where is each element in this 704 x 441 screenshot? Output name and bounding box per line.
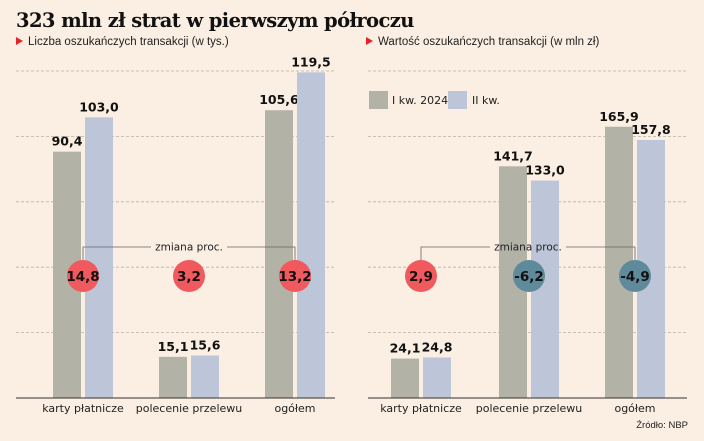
change-value: -4,9 [620, 269, 650, 285]
right-chart-subtitle: Wartość oszukańczych transakcji (w mln z… [366, 36, 599, 48]
legend-swatch-q1 [369, 91, 388, 109]
change-label: zmiana proc. [494, 242, 562, 254]
page-title: 323 mln zł strat w pierwszym półroczu [16, 9, 414, 32]
bar-q2 [297, 72, 325, 399]
change-value: 3,2 [177, 269, 201, 285]
change-circle-positive [173, 260, 205, 292]
category-label: ogółem [614, 402, 655, 415]
bar-value-label: 119,5 [291, 54, 331, 69]
change-label: zmiana proc. [155, 242, 223, 254]
category-label: karty płatnicze [42, 402, 124, 415]
bar-value-label: 103,0 [79, 99, 119, 114]
change-value: 13,2 [278, 269, 311, 285]
source-note: Źródło: NBP [636, 420, 688, 431]
right-chart-title: Wartość oszukańczych transakcji (w mln z… [378, 36, 600, 48]
bar-value-label: 24,8 [422, 339, 453, 354]
bar-value-label: 133,0 [525, 163, 565, 178]
legend-label-q2: II kw. [472, 94, 500, 107]
change-value: 14,8 [66, 269, 99, 285]
change-circle-positive [279, 260, 311, 292]
bar-q2 [423, 357, 451, 398]
category-label: polecenie przelewu [136, 402, 242, 415]
triangle-marker-icon [366, 36, 373, 45]
bar-value-label: 15,6 [190, 337, 221, 352]
bar-q2 [191, 355, 219, 398]
bar-value-label: 165,9 [599, 109, 639, 124]
category-label: karty płatnicze [380, 402, 462, 415]
change-circle-positive [67, 260, 99, 292]
category-label: ogółem [274, 402, 315, 415]
bar-value-label: 105,6 [259, 92, 299, 107]
bar-q1 [159, 356, 187, 398]
change-bracket [227, 246, 296, 262]
bar-q1 [265, 110, 293, 399]
bar-value-label: 24,1 [390, 341, 421, 356]
change-bracket [420, 246, 490, 262]
legend-label-q1: I kw. 2024 [392, 94, 448, 107]
left-chart-title: Liczba oszukańczych transakcji (w tys.) [28, 36, 229, 48]
bar-q2 [85, 117, 113, 398]
bar-value-label: 15,1 [158, 339, 189, 354]
triangle-marker-icon [16, 36, 23, 45]
change-value: -6,2 [514, 269, 544, 285]
change-bracket [566, 246, 636, 262]
change-circle-negative [619, 260, 651, 292]
bar-q1 [391, 358, 419, 398]
bar-value-label: 90,4 [52, 134, 83, 149]
change-circle-positive [405, 260, 437, 292]
change-bracket [82, 246, 151, 262]
legend-swatch-q2 [448, 91, 467, 109]
category-label: polecenie przelewu [476, 402, 582, 415]
bar-value-label: 157,8 [631, 122, 671, 137]
change-value: 2,9 [409, 269, 433, 285]
bar-value-label: 141,7 [493, 148, 533, 163]
change-circle-negative [513, 260, 545, 292]
left-chart-subtitle: Liczba oszukańczych transakcji (w tys.) [16, 36, 229, 48]
